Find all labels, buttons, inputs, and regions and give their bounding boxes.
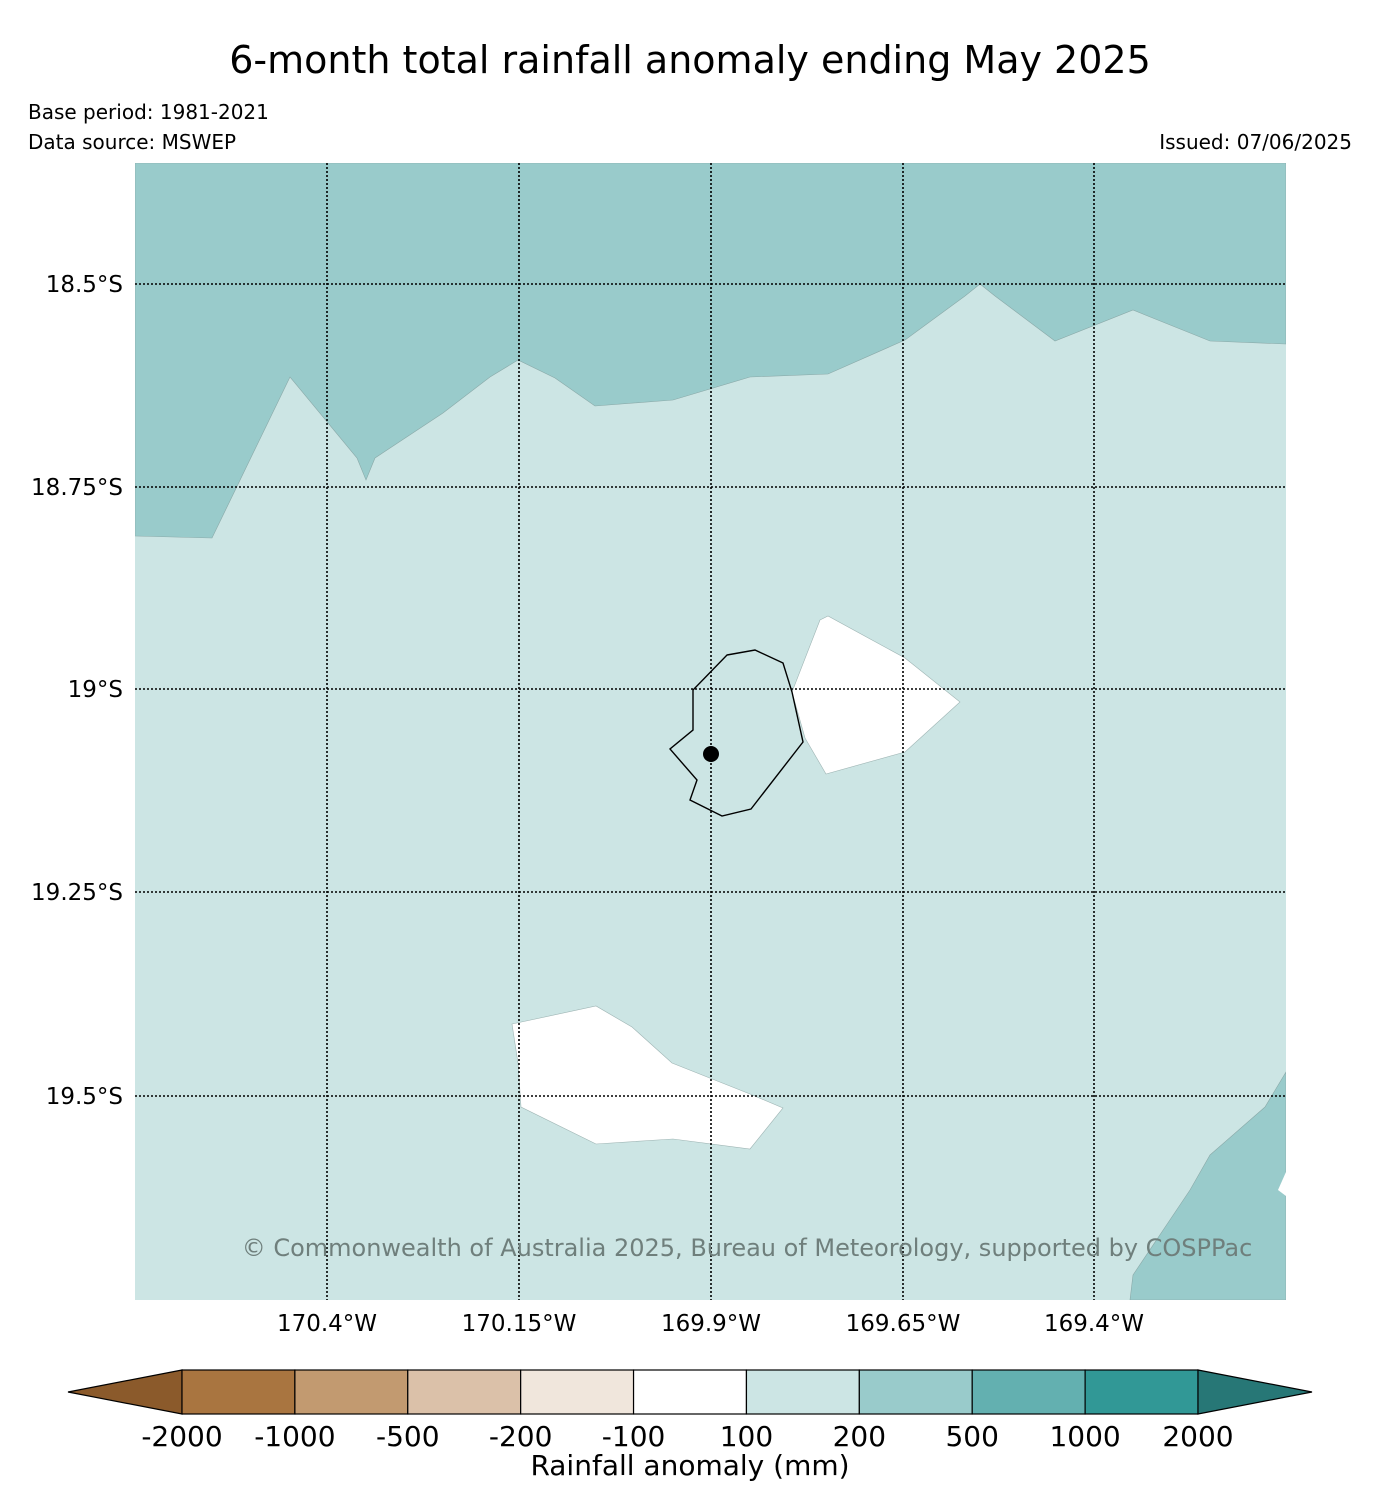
anomaly-200-500-north-region — [135, 163, 1286, 539]
base-period-label: Base period: 1981-2021 — [28, 100, 269, 124]
colorbar-segment — [181, 1369, 296, 1415]
colorbar-segment — [632, 1369, 748, 1415]
data-source-label: Data source: MSWEP — [28, 130, 237, 154]
lat-label: 18.75°S — [31, 475, 123, 501]
copyright-notice: © Commonwealth of Australia 2025, Bureau… — [242, 1234, 1253, 1262]
colorbar-tick-label: 200 — [833, 1420, 886, 1453]
colorbar: -2000 -1000 -500 -200 -100 100 200 500 1000 2000 — [67, 1369, 1313, 1453]
colorbar-segment — [745, 1369, 860, 1415]
colorbar-segment — [858, 1369, 973, 1415]
anomaly-neutral-south-patch — [511, 1005, 784, 1150]
colorbar-segment — [520, 1369, 635, 1415]
colorbar-segment — [407, 1369, 522, 1415]
lat-label: 19.25°S — [31, 880, 123, 906]
colorbar-segment — [971, 1369, 1086, 1415]
colorbar-tick-label: -2000 — [141, 1420, 222, 1453]
colorbar-tick-label: -200 — [489, 1420, 553, 1453]
anomaly-neutral-edge-patch — [1278, 1172, 1286, 1196]
lat-label: 18.5°S — [46, 272, 123, 298]
colorbar-tick-label: 2000 — [1162, 1420, 1233, 1453]
anomaly-neutral-east-patch — [791, 615, 961, 775]
colorbar-extension-low — [67, 1369, 183, 1415]
anomaly-200-500-southeast-region — [1129, 1071, 1286, 1300]
colorbar-segment — [1084, 1369, 1199, 1415]
colorbar-tick-label: -1000 — [254, 1420, 335, 1453]
island-coastline — [669, 649, 804, 817]
colorbar-tick-label: 100 — [720, 1420, 773, 1453]
lon-label: 169.9°W — [661, 1311, 761, 1337]
lon-label: 169.65°W — [846, 1311, 961, 1337]
latitude-labels: 18.5°S 18.75°S 19°S 19.25°S 19.5°S — [31, 272, 123, 1110]
issued-date-label: Issued: 07/06/2025 — [1159, 130, 1352, 154]
lon-label: 170.4°W — [277, 1311, 377, 1337]
lon-label: 170.15°W — [462, 1311, 577, 1337]
map-area: © Commonwealth of Australia 2025, Bureau… — [135, 163, 1286, 1300]
colorbar-extension-high — [1197, 1369, 1313, 1415]
longitude-labels: 170.4°W 170.15°W 169.9°W 169.65°W 169.4°… — [277, 1311, 1144, 1337]
colorbar-tick-label: -100 — [602, 1420, 666, 1453]
graticule — [135, 163, 1286, 1300]
lon-label: 169.4°W — [1044, 1311, 1144, 1337]
lat-label: 19.5°S — [46, 1084, 123, 1110]
lat-label: 19°S — [68, 677, 123, 703]
colorbar-tick-label: -500 — [376, 1420, 440, 1453]
colorbar-tick-label: 500 — [945, 1420, 998, 1453]
capital-marker — [703, 746, 719, 762]
chart-title: 6-month total rainfall anomaly ending Ma… — [229, 38, 1151, 82]
colorbar-segment — [294, 1369, 409, 1415]
colorbar-label: Rainfall anomaly (mm) — [530, 1449, 849, 1482]
colorbar-tick-label: 1000 — [1049, 1420, 1120, 1453]
